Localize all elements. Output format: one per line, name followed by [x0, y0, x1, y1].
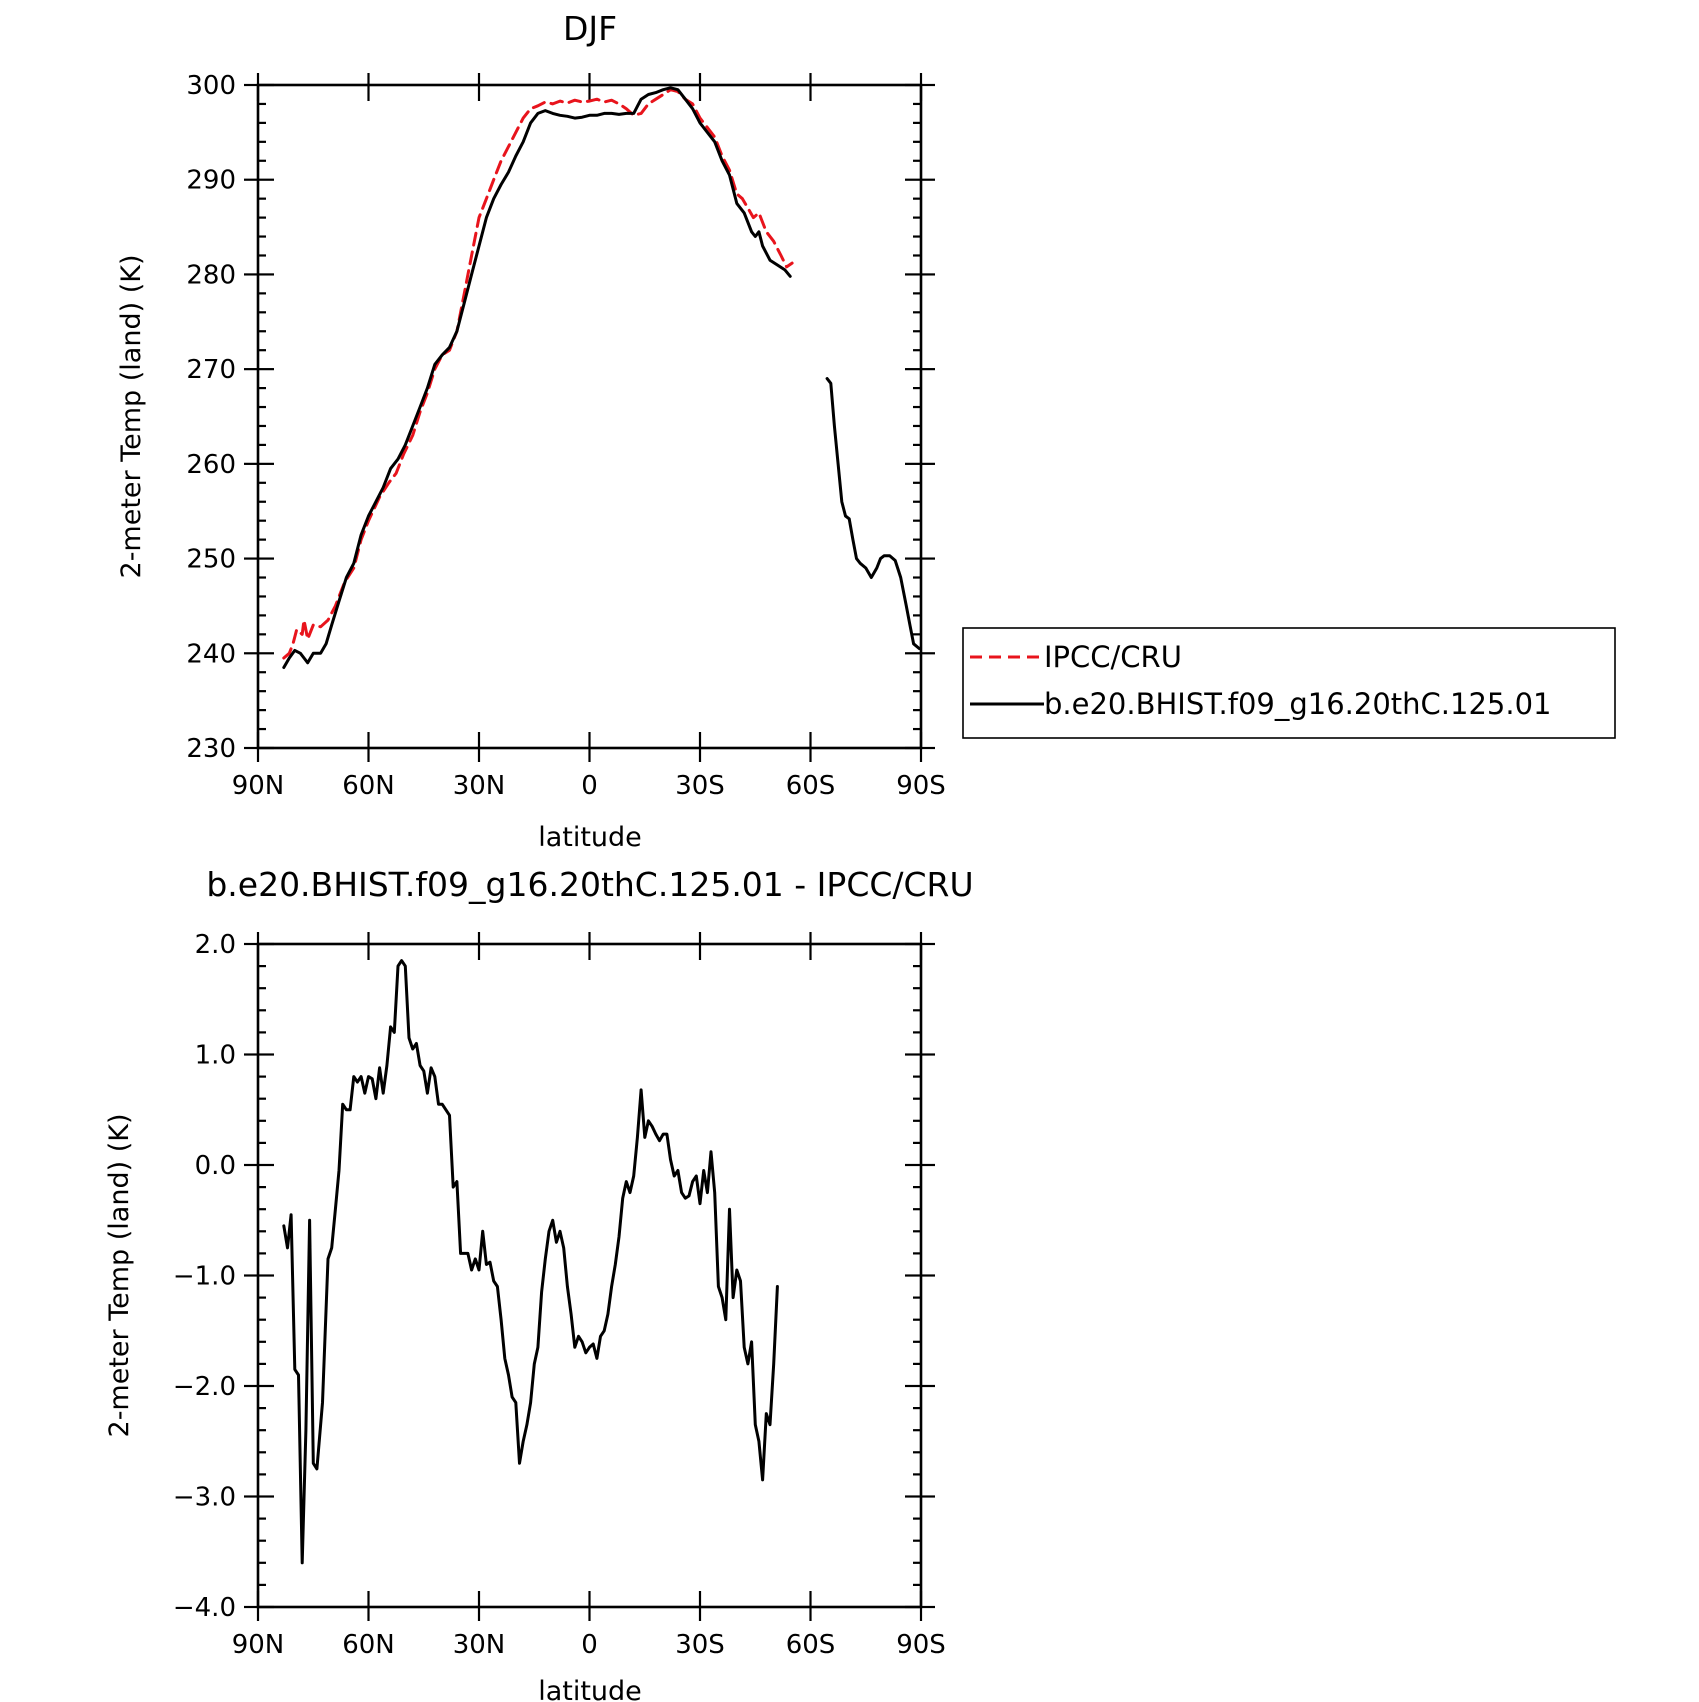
y-tick-label: 290 — [186, 166, 236, 196]
y-tick-label: −1.0 — [173, 1262, 236, 1292]
bottom-chart-series — [282, 959, 779, 1565]
y-tick-label: 250 — [186, 545, 236, 575]
x-tick-label: 0 — [581, 1630, 598, 1660]
y-tick-label: 0.0 — [195, 1151, 236, 1181]
legend-box — [962, 627, 1616, 739]
bottom-chart-panel: b.e20.BHIST.f09_g16.20thC.125.01 - IPCC/… — [104, 865, 974, 1702]
top-chart-frame — [256, 83, 923, 750]
y-tick-label: 270 — [186, 355, 236, 385]
y-tick-label: 230 — [186, 734, 236, 764]
series-line-difference-seg0 — [282, 959, 779, 1565]
y-tick-label: −2.0 — [173, 1372, 236, 1402]
y-tick-label: −3.0 — [173, 1483, 236, 1513]
top-chart-xlabel: latitude — [538, 822, 642, 853]
bottom-chart-ylabel: 2-meter Temp (land) (K) — [104, 1114, 135, 1438]
y-tick-label: 1.0 — [195, 1041, 236, 1071]
x-tick-label: 90S — [896, 1630, 946, 1660]
top-chart-ticks: 90N 60N 30N 0 30S 60S 90S 230 240 250 260 270 280 290… — [186, 71, 945, 801]
x-tick-label: 90S — [896, 771, 946, 801]
bottom-chart-ticks: 90N 60N 30N 0 30S 60S 90S −4.0 −3.0 −2.0 −1.0 0.0 1.… — [173, 930, 946, 1660]
bottom-chart-title: b.e20.BHIST.f09_g16.20thC.125.01 - IPCC/… — [206, 865, 973, 904]
bottom-chart-xlabel: latitude — [538, 1676, 642, 1702]
series-line-b-e20-bhist-f09-g16-20thc-125-01-seg0 — [282, 86, 792, 669]
legend-label-ipcc-cru: IPCC/CRU — [1044, 640, 1182, 674]
top-chart-series — [282, 86, 921, 669]
x-tick-label: 90N — [232, 771, 285, 801]
x-tick-label: 30N — [453, 771, 506, 801]
y-tick-label: 240 — [186, 639, 236, 669]
bottom-chart-frame — [256, 942, 923, 1609]
x-tick-label: 60S — [786, 1630, 836, 1660]
y-tick-label: 280 — [186, 260, 236, 290]
x-tick-label: 0 — [581, 771, 598, 801]
x-tick-label: 30N — [453, 1630, 506, 1660]
legend: IPCC/CRU b.e20.BHIST.f09_g16.20thC.125.0… — [962, 627, 1616, 739]
series-line-b-e20-bhist-f09-g16-20thc-125-01-seg1 — [825, 377, 921, 650]
x-tick-label: 60N — [342, 1630, 395, 1660]
x-tick-label: 90N — [232, 1630, 285, 1660]
x-tick-label: 60N — [342, 771, 395, 801]
x-tick-label: 60S — [786, 771, 836, 801]
top-chart-title: DJF — [563, 9, 617, 48]
y-tick-label: 300 — [186, 71, 236, 101]
y-tick-label: 2.0 — [195, 930, 236, 960]
y-tick-label: 260 — [186, 450, 236, 480]
x-tick-label: 30S — [675, 1630, 725, 1660]
top-chart-ylabel: 2-meter Temp (land) (K) — [116, 255, 147, 579]
top-chart-panel: DJF 90N 60N 30N 0 30S 60S 90S 230 240 250 260 270 28… — [116, 9, 946, 853]
x-tick-label: 30S — [675, 771, 725, 801]
legend-label-model: b.e20.BHIST.f09_g16.20thC.125.01 — [1044, 687, 1551, 721]
series-line-ipcc-cru-seg0 — [282, 88, 794, 660]
y-tick-label: −4.0 — [173, 1593, 236, 1623]
